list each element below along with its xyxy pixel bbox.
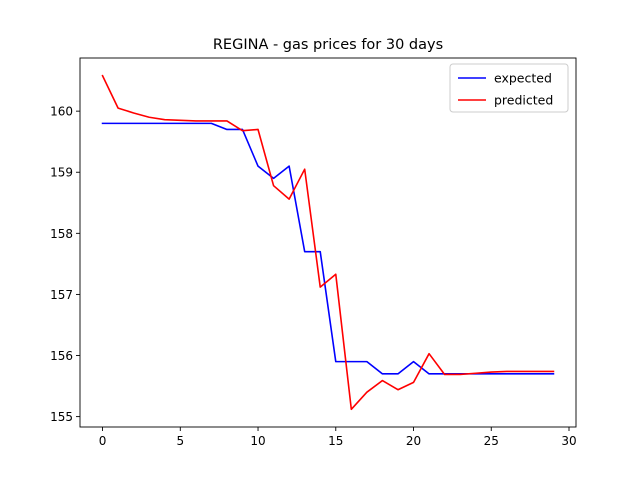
data-point-predicted-13 <box>303 168 305 170</box>
data-point-expected-4 <box>164 122 166 124</box>
data-point-expected-14 <box>319 250 321 252</box>
y-tick-label-158: 158 <box>50 227 73 241</box>
data-point-predicted-11 <box>272 184 274 186</box>
data-point-expected-6 <box>195 122 197 124</box>
y-tick-label-159: 159 <box>50 166 73 180</box>
x-tick-label-20: 20 <box>406 434 421 448</box>
data-point-predicted-15 <box>335 273 337 275</box>
data-point-predicted-3 <box>148 116 150 118</box>
data-point-predicted-22 <box>443 373 445 375</box>
y-tick-label-160: 160 <box>50 105 73 119</box>
data-point-predicted-10 <box>257 128 259 130</box>
data-point-predicted-20 <box>412 381 414 383</box>
x-tick-label-25: 25 <box>484 434 499 448</box>
data-point-expected-0 <box>101 122 103 124</box>
data-point-expected-15 <box>335 360 337 362</box>
data-point-predicted-12 <box>288 198 290 200</box>
data-point-predicted-1 <box>117 107 119 109</box>
data-point-expected-2 <box>132 122 134 124</box>
data-point-expected-27 <box>521 373 523 375</box>
data-point-predicted-14 <box>319 286 321 288</box>
data-point-expected-5 <box>179 122 181 124</box>
plot-area <box>101 74 555 411</box>
data-point-predicted-24 <box>475 372 477 374</box>
x-tick-label-10: 10 <box>250 434 265 448</box>
x-tick-label-5: 5 <box>176 434 184 448</box>
data-point-predicted-27 <box>521 370 523 372</box>
y-tick-label-156: 156 <box>50 349 73 363</box>
data-point-expected-17 <box>366 360 368 362</box>
data-point-predicted-26 <box>506 370 508 372</box>
data-point-predicted-16 <box>350 408 352 410</box>
axes: 0 5 10 15 20 25 30 155 156 157 158 159 160 <box>50 57 577 448</box>
series-line-predicted <box>101 74 555 411</box>
data-point-predicted-21 <box>428 352 430 354</box>
data-point-predicted-0 <box>101 75 103 77</box>
data-point-predicted-2 <box>132 112 134 114</box>
data-point-predicted-19 <box>397 389 399 391</box>
data-point-expected-13 <box>303 250 305 252</box>
data-point-expected-12 <box>288 165 290 167</box>
data-point-predicted-18 <box>381 379 383 381</box>
x-tick-label-30: 30 <box>561 434 576 448</box>
data-point-expected-11 <box>272 177 274 179</box>
data-point-expected-16 <box>350 360 352 362</box>
data-point-predicted-4 <box>164 119 166 121</box>
data-point-predicted-29 <box>552 370 554 372</box>
data-point-predicted-9 <box>241 130 243 132</box>
data-point-expected-21 <box>428 373 430 375</box>
data-point-predicted-6 <box>195 120 197 122</box>
data-point-expected-7 <box>210 122 212 124</box>
data-point-expected-29 <box>552 373 554 375</box>
data-point-expected-8 <box>226 128 228 130</box>
y-tick-label-155: 155 <box>50 410 73 424</box>
x-tick-label-15: 15 <box>328 434 343 448</box>
legend-label-predicted: predicted <box>494 93 553 108</box>
legend: expected predicted <box>449 63 569 113</box>
data-point-expected-10 <box>257 165 259 167</box>
data-point-expected-19 <box>397 373 399 375</box>
legend-label-expected: expected <box>494 71 552 86</box>
data-point-predicted-17 <box>366 391 368 393</box>
data-point-expected-20 <box>412 360 414 362</box>
data-point-expected-1 <box>117 122 119 124</box>
data-point-predicted-23 <box>459 373 461 375</box>
data-point-expected-18 <box>381 373 383 375</box>
series-line-expected <box>101 122 555 375</box>
data-point-predicted-28 <box>537 370 539 372</box>
axes-frame <box>79 57 577 428</box>
data-point-expected-26 <box>506 373 508 375</box>
data-point-predicted-25 <box>490 371 492 373</box>
chart-title: REGINA - gas prices for 30 days <box>213 37 443 53</box>
data-point-expected-28 <box>537 373 539 375</box>
data-point-predicted-7 <box>210 120 212 122</box>
x-tick-label-0: 0 <box>99 434 107 448</box>
data-point-expected-3 <box>148 122 150 124</box>
data-point-predicted-5 <box>179 119 181 121</box>
y-tick-label-157: 157 <box>50 288 73 302</box>
data-point-predicted-8 <box>226 120 228 122</box>
